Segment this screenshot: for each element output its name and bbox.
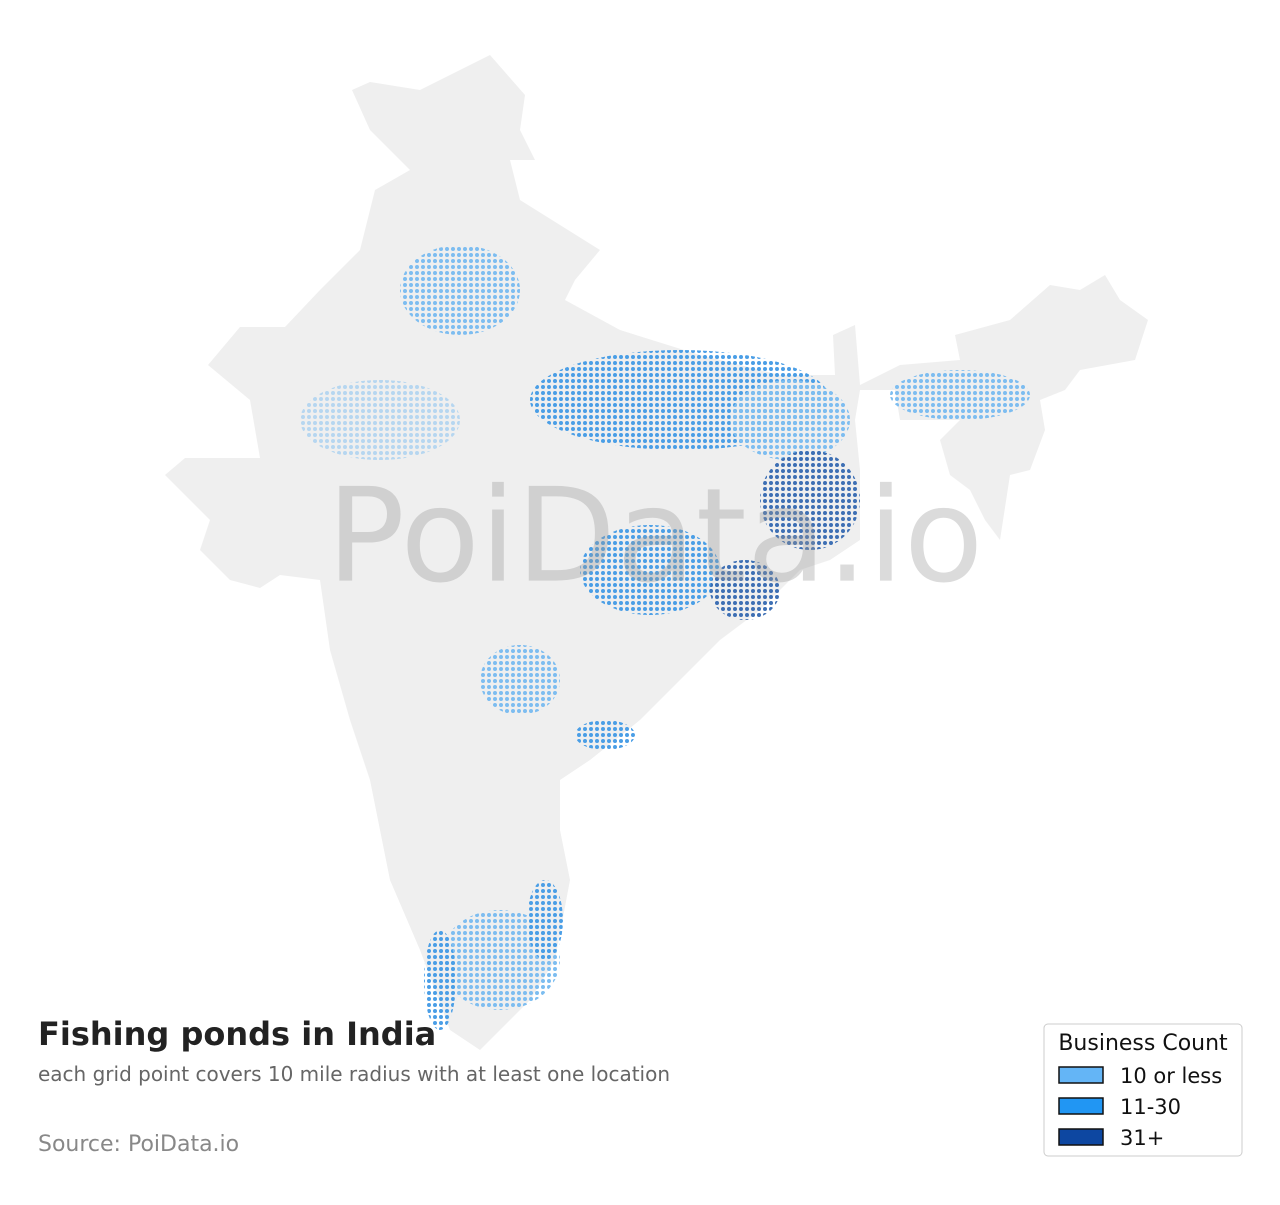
watermark: PoiData.io [327, 460, 984, 612]
dot-clusters [300, 245, 1030, 1030]
title: Fishing ponds in India [38, 1015, 436, 1053]
legend-title: Business Count [1058, 1031, 1228, 1056]
legend-label: 10 or less [1120, 1064, 1222, 1088]
legend: Business Count 10 or less 11-30 31+ [1043, 1023, 1243, 1157]
legend-label: 11-30 [1120, 1095, 1181, 1119]
source: Source: PoiData.io [38, 1132, 239, 1157]
legend-box [1043, 1023, 1243, 1157]
subtitle: each grid point covers 10 mile radius wi… [38, 1062, 670, 1086]
legend-swatch [1058, 1097, 1104, 1115]
legend-swatch [1058, 1066, 1104, 1084]
legend-label: 31+ [1120, 1126, 1164, 1150]
legend-swatch [1058, 1128, 1104, 1146]
